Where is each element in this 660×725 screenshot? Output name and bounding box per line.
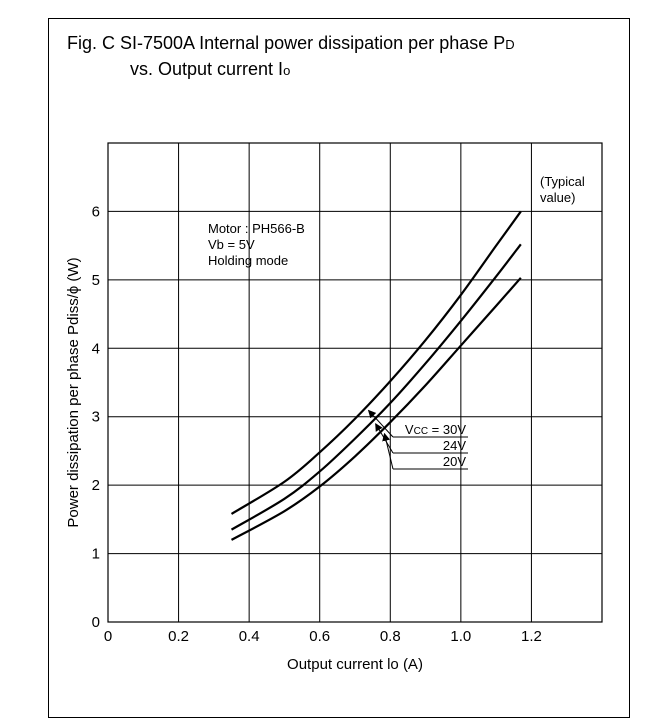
- title-line-1: Fig. C SI-7500A Internal power dissipati…: [67, 33, 515, 53]
- x-tick-label: 0: [104, 628, 112, 645]
- series-lines: [230, 210, 522, 541]
- x-axis-label: Output current lo (A): [287, 656, 423, 673]
- condition-note: Motor : PH566-B: [208, 221, 305, 236]
- condition-note: Vb = 5V: [208, 237, 255, 252]
- grid: [108, 143, 602, 622]
- title-line-2: vs. Output current Io: [67, 57, 607, 83]
- series-line: [230, 277, 522, 541]
- chart-labels: 0 0.2 0.4 0.6 0.8 1.0 1.2 0 1 2 3 4 5 6 Output current…: [65, 174, 585, 673]
- x-tick-label: 1.2: [521, 628, 542, 645]
- figure-frame: Fig. C SI-7500A Internal power dissipati…: [48, 18, 630, 718]
- title-text-2: vs. Output current I: [130, 59, 284, 79]
- y-tick-label: 6: [92, 203, 100, 220]
- typical-value-note: value): [540, 190, 575, 205]
- y-tick-label: 4: [92, 340, 100, 357]
- y-axis-label: Power dissipation per phase Pdiss/ϕ (W): [65, 257, 82, 527]
- series-callout-leader: [382, 432, 394, 470]
- title-text-1: Fig. C SI-7500A Internal power dissipati…: [67, 33, 506, 53]
- y-tick-label: 2: [92, 477, 100, 494]
- series-line: [230, 210, 522, 515]
- y-tick-label: 0: [92, 614, 100, 631]
- x-tick-label: 0.2: [168, 628, 189, 645]
- series-label: 24V: [443, 438, 466, 453]
- x-tick-label: 0.8: [380, 628, 401, 645]
- y-tick-label: 1: [92, 546, 100, 563]
- condition-note: Holding mode: [208, 253, 288, 268]
- title-subscript-2: o: [283, 63, 291, 78]
- plot-border: [107, 142, 603, 623]
- series-label: VCC = 30V: [405, 422, 466, 437]
- axes: [107, 142, 603, 623]
- series-label: 20V: [443, 454, 466, 469]
- x-tick-label: 1.0: [450, 628, 471, 645]
- title-subscript-1: D: [505, 37, 515, 52]
- x-tick-label: 0.4: [239, 628, 260, 645]
- series-line: [230, 243, 522, 531]
- y-tick-label: 5: [92, 272, 100, 289]
- x-tick-label: 0.6: [309, 628, 330, 645]
- y-tick-label: 3: [92, 409, 100, 426]
- typical-value-note: (Typical: [540, 174, 585, 189]
- figure-title: Fig. C SI-7500A Internal power dissipati…: [67, 31, 607, 83]
